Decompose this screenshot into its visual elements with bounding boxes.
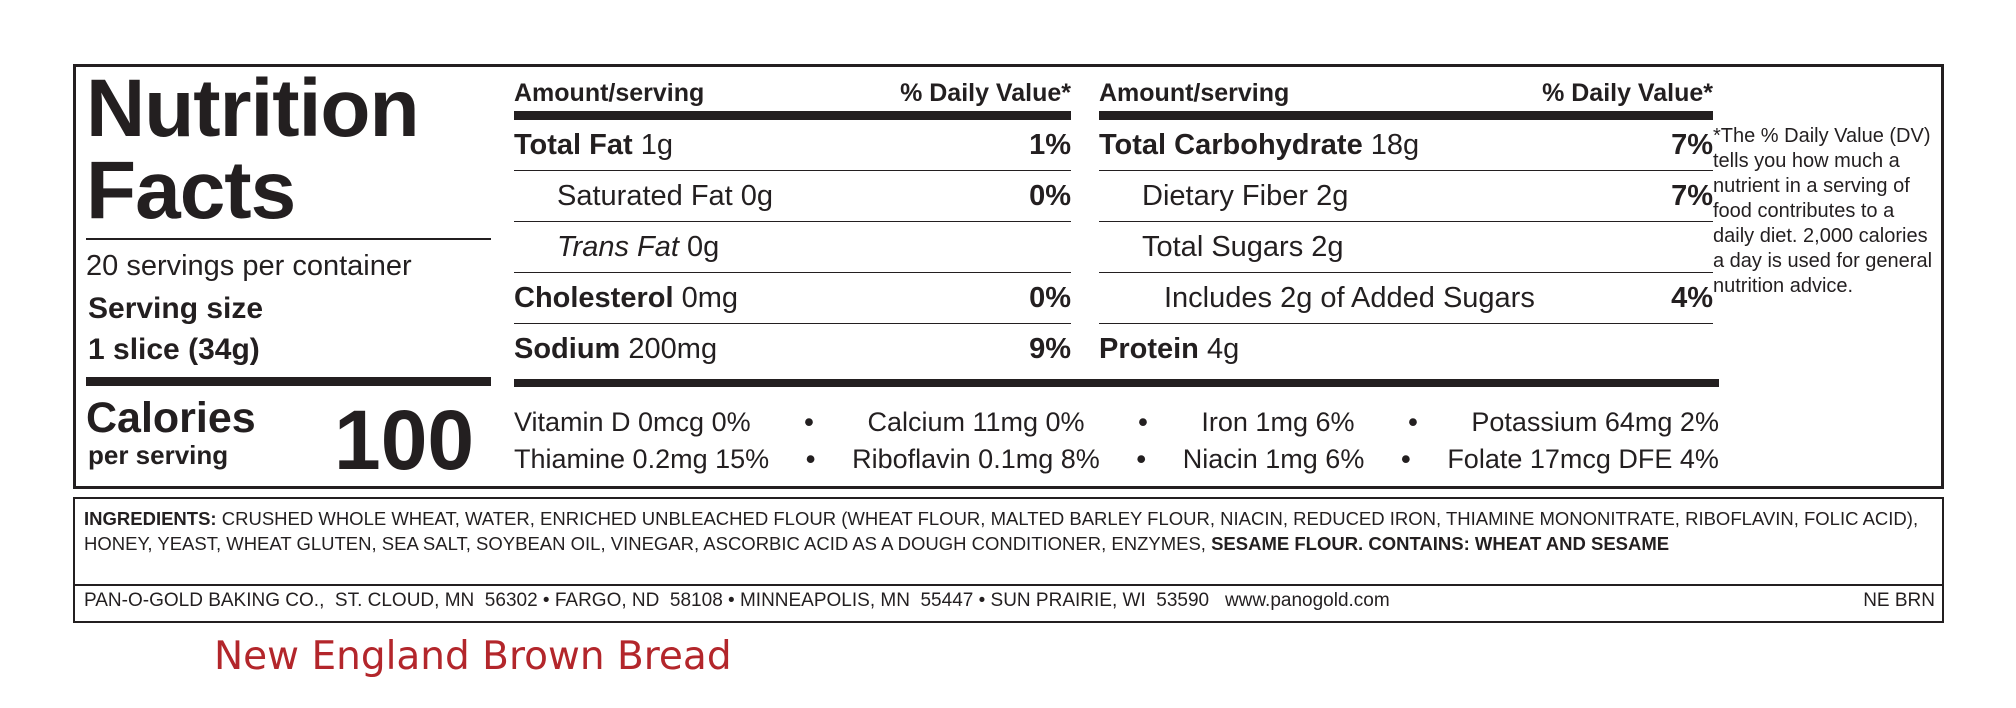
footnote: *The % Daily Value (DV) tells you how mu…: [1713, 125, 1933, 297]
vitamin: Calcium 11mg 0%: [867, 407, 1085, 437]
nutrient-dv: 0%: [1029, 281, 1071, 314]
nutrient-name: Protein: [1099, 332, 1199, 365]
footer-company: PAN-O-GOLD BAKING CO., ST. CLOUD, MN 563…: [84, 590, 1390, 611]
nutrient-dv: 7%: [1671, 128, 1713, 161]
thick-bar: [514, 379, 1719, 387]
table-header: Amount/serving % Daily Value*: [514, 75, 1071, 111]
nutrient-name: Trans Fat: [557, 230, 679, 263]
nutrient: Protein 4g: [1099, 333, 1239, 366]
vitamins: Vitamin D 0mcg 0% • Calcium 11mg 0% • Iron 1…: [514, 404, 1719, 478]
vitamin: Niacin 1mg 6%: [1182, 444, 1365, 474]
nutrient-name: Total Carbohydrate: [1099, 128, 1363, 161]
nutrient-dv: 1%: [1029, 128, 1071, 161]
calories-sub: per serving: [88, 440, 229, 470]
nutrient-name: Saturated Fat: [557, 179, 733, 212]
bullet: •: [804, 407, 814, 437]
header-amount: Amount/serving: [514, 78, 705, 107]
bullet: •: [1408, 407, 1418, 437]
vitamin: Iron 1mg 6%: [1201, 407, 1355, 437]
allergens: SESAME FLOUR. CONTAINS: WHEAT AND SESAME: [1211, 533, 1670, 554]
bullet: •: [1401, 444, 1411, 474]
servings: 20 servings per container: [86, 250, 412, 282]
thick-bar: [86, 377, 491, 386]
ingredients-box: [73, 497, 1944, 623]
nutrient-name: Total Sugars: [1142, 230, 1304, 263]
nutrient-row: Includes 2g of Added Sugars 4%: [1099, 273, 1713, 324]
nutrient: Includes 2g of Added Sugars: [1099, 282, 1535, 315]
nutrient-row: Total Sugars 2g: [1099, 222, 1713, 273]
ingredients: INGREDIENTS: CRUSHED WHOLE WHEAT, WATER,…: [84, 506, 1939, 556]
nutrient-row: Cholesterol 0mg 0%: [514, 273, 1071, 324]
nutrient-dv: 4%: [1671, 281, 1713, 314]
nutrient-row: Trans Fat 0g: [514, 222, 1071, 273]
ingredients-label: INGREDIENTS:: [84, 508, 217, 529]
nutrient-dv: 9%: [1029, 332, 1071, 365]
nutrient: Trans Fat 0g: [514, 231, 719, 264]
label-title: Nutrition Facts: [86, 63, 420, 236]
nutrient-row: Total Fat 1g 1%: [514, 120, 1071, 171]
header-amount: Amount/serving: [1099, 78, 1290, 107]
nutrient-name: Dietary Fiber: [1142, 179, 1308, 212]
thick-bar: [1099, 111, 1713, 120]
vitamin: Vitamin D 0mcg 0%: [514, 407, 751, 437]
left-table: Amount/serving % Daily Value* Total Fat 1g…: [514, 75, 1071, 374]
nutrient-row: Saturated Fat 0g 0%: [514, 171, 1071, 222]
nutrient: Sodium 200mg: [514, 333, 717, 366]
nutrient: Cholesterol 0mg: [514, 282, 738, 315]
calories-value: 100: [334, 393, 475, 487]
thick-bar: [514, 111, 1071, 120]
nutrient: Saturated Fat 0g: [514, 180, 773, 213]
nutrient: Total Sugars 2g: [1099, 231, 1344, 264]
serving-size-label: Serving size: [88, 292, 264, 325]
serving-size: 1 slice (34g): [88, 333, 260, 366]
caption: New England Brown Bread: [214, 634, 732, 679]
header-dv: % Daily Value*: [900, 78, 1071, 107]
vitamin: Potassium 64mg 2%: [1471, 407, 1719, 437]
header-dv: % Daily Value*: [1542, 78, 1713, 107]
divider: [75, 584, 1942, 586]
nutrient-dv: 7%: [1671, 179, 1713, 212]
nutrient-amount: 200mg: [628, 332, 718, 365]
nutrient-row: Dietary Fiber 2g 7%: [1099, 171, 1713, 222]
right-table: Amount/serving % Daily Value* Total Carboh…: [1099, 75, 1713, 374]
vitamin-line: Thiamine 0.2mg 15% • Riboflavin 0.1mg 8% • N…: [514, 441, 1719, 478]
bullet: •: [1136, 444, 1146, 474]
nutrient-row: Protein 4g: [1099, 324, 1713, 374]
bullet: •: [805, 444, 816, 474]
nutrient: Total Fat 1g: [514, 129, 673, 162]
vitamin-line: Vitamin D 0mcg 0% • Calcium 11mg 0% • Iron 1…: [514, 404, 1719, 441]
bullet: •: [1138, 407, 1148, 437]
table-header: Amount/serving % Daily Value*: [1099, 75, 1713, 111]
nutrient-amount: 0g: [740, 179, 774, 212]
calories-label: Calories: [86, 394, 256, 442]
nutrient-row: Total Carbohydrate 18g 7%: [1099, 120, 1713, 171]
nutrient-amount: 2g: [1316, 179, 1349, 212]
nutrient-amount: 18g: [1370, 128, 1420, 161]
nutrient-amount: 2g: [1311, 230, 1344, 263]
nutrient-name: Includes 2g of Added Sugars: [1164, 281, 1535, 314]
nutrient-dv: 0%: [1029, 179, 1071, 212]
nutrient-amount: 0mg: [681, 281, 739, 314]
nutrient: Dietary Fiber 2g: [1099, 180, 1348, 213]
divider: [86, 238, 491, 240]
vitamin: Folate 17mcg DFE 4%: [1447, 444, 1719, 474]
label-box: [73, 64, 1944, 489]
footer-code: NE BRN: [1863, 590, 1935, 611]
vitamin: Riboflavin 0.1mg 8%: [852, 444, 1100, 474]
nutrient-name: Sodium: [514, 332, 621, 365]
nutrient: Total Carbohydrate 18g: [1099, 129, 1419, 162]
nutrient-amount: 4g: [1206, 332, 1240, 365]
nutrient-amount: 1g: [640, 128, 674, 161]
vitamin: Thiamine 0.2mg 15%: [514, 444, 770, 474]
ingredients-text: CRUSHED WHOLE WHEAT, WATER, ENRICHED UNB…: [84, 508, 1919, 554]
nutrient-name: Total Fat: [514, 128, 633, 161]
nutrient-name: Cholesterol: [514, 281, 674, 314]
nutrient-row: Sodium 200mg 9%: [514, 324, 1071, 374]
nutrient-amount: 0g: [687, 230, 720, 263]
